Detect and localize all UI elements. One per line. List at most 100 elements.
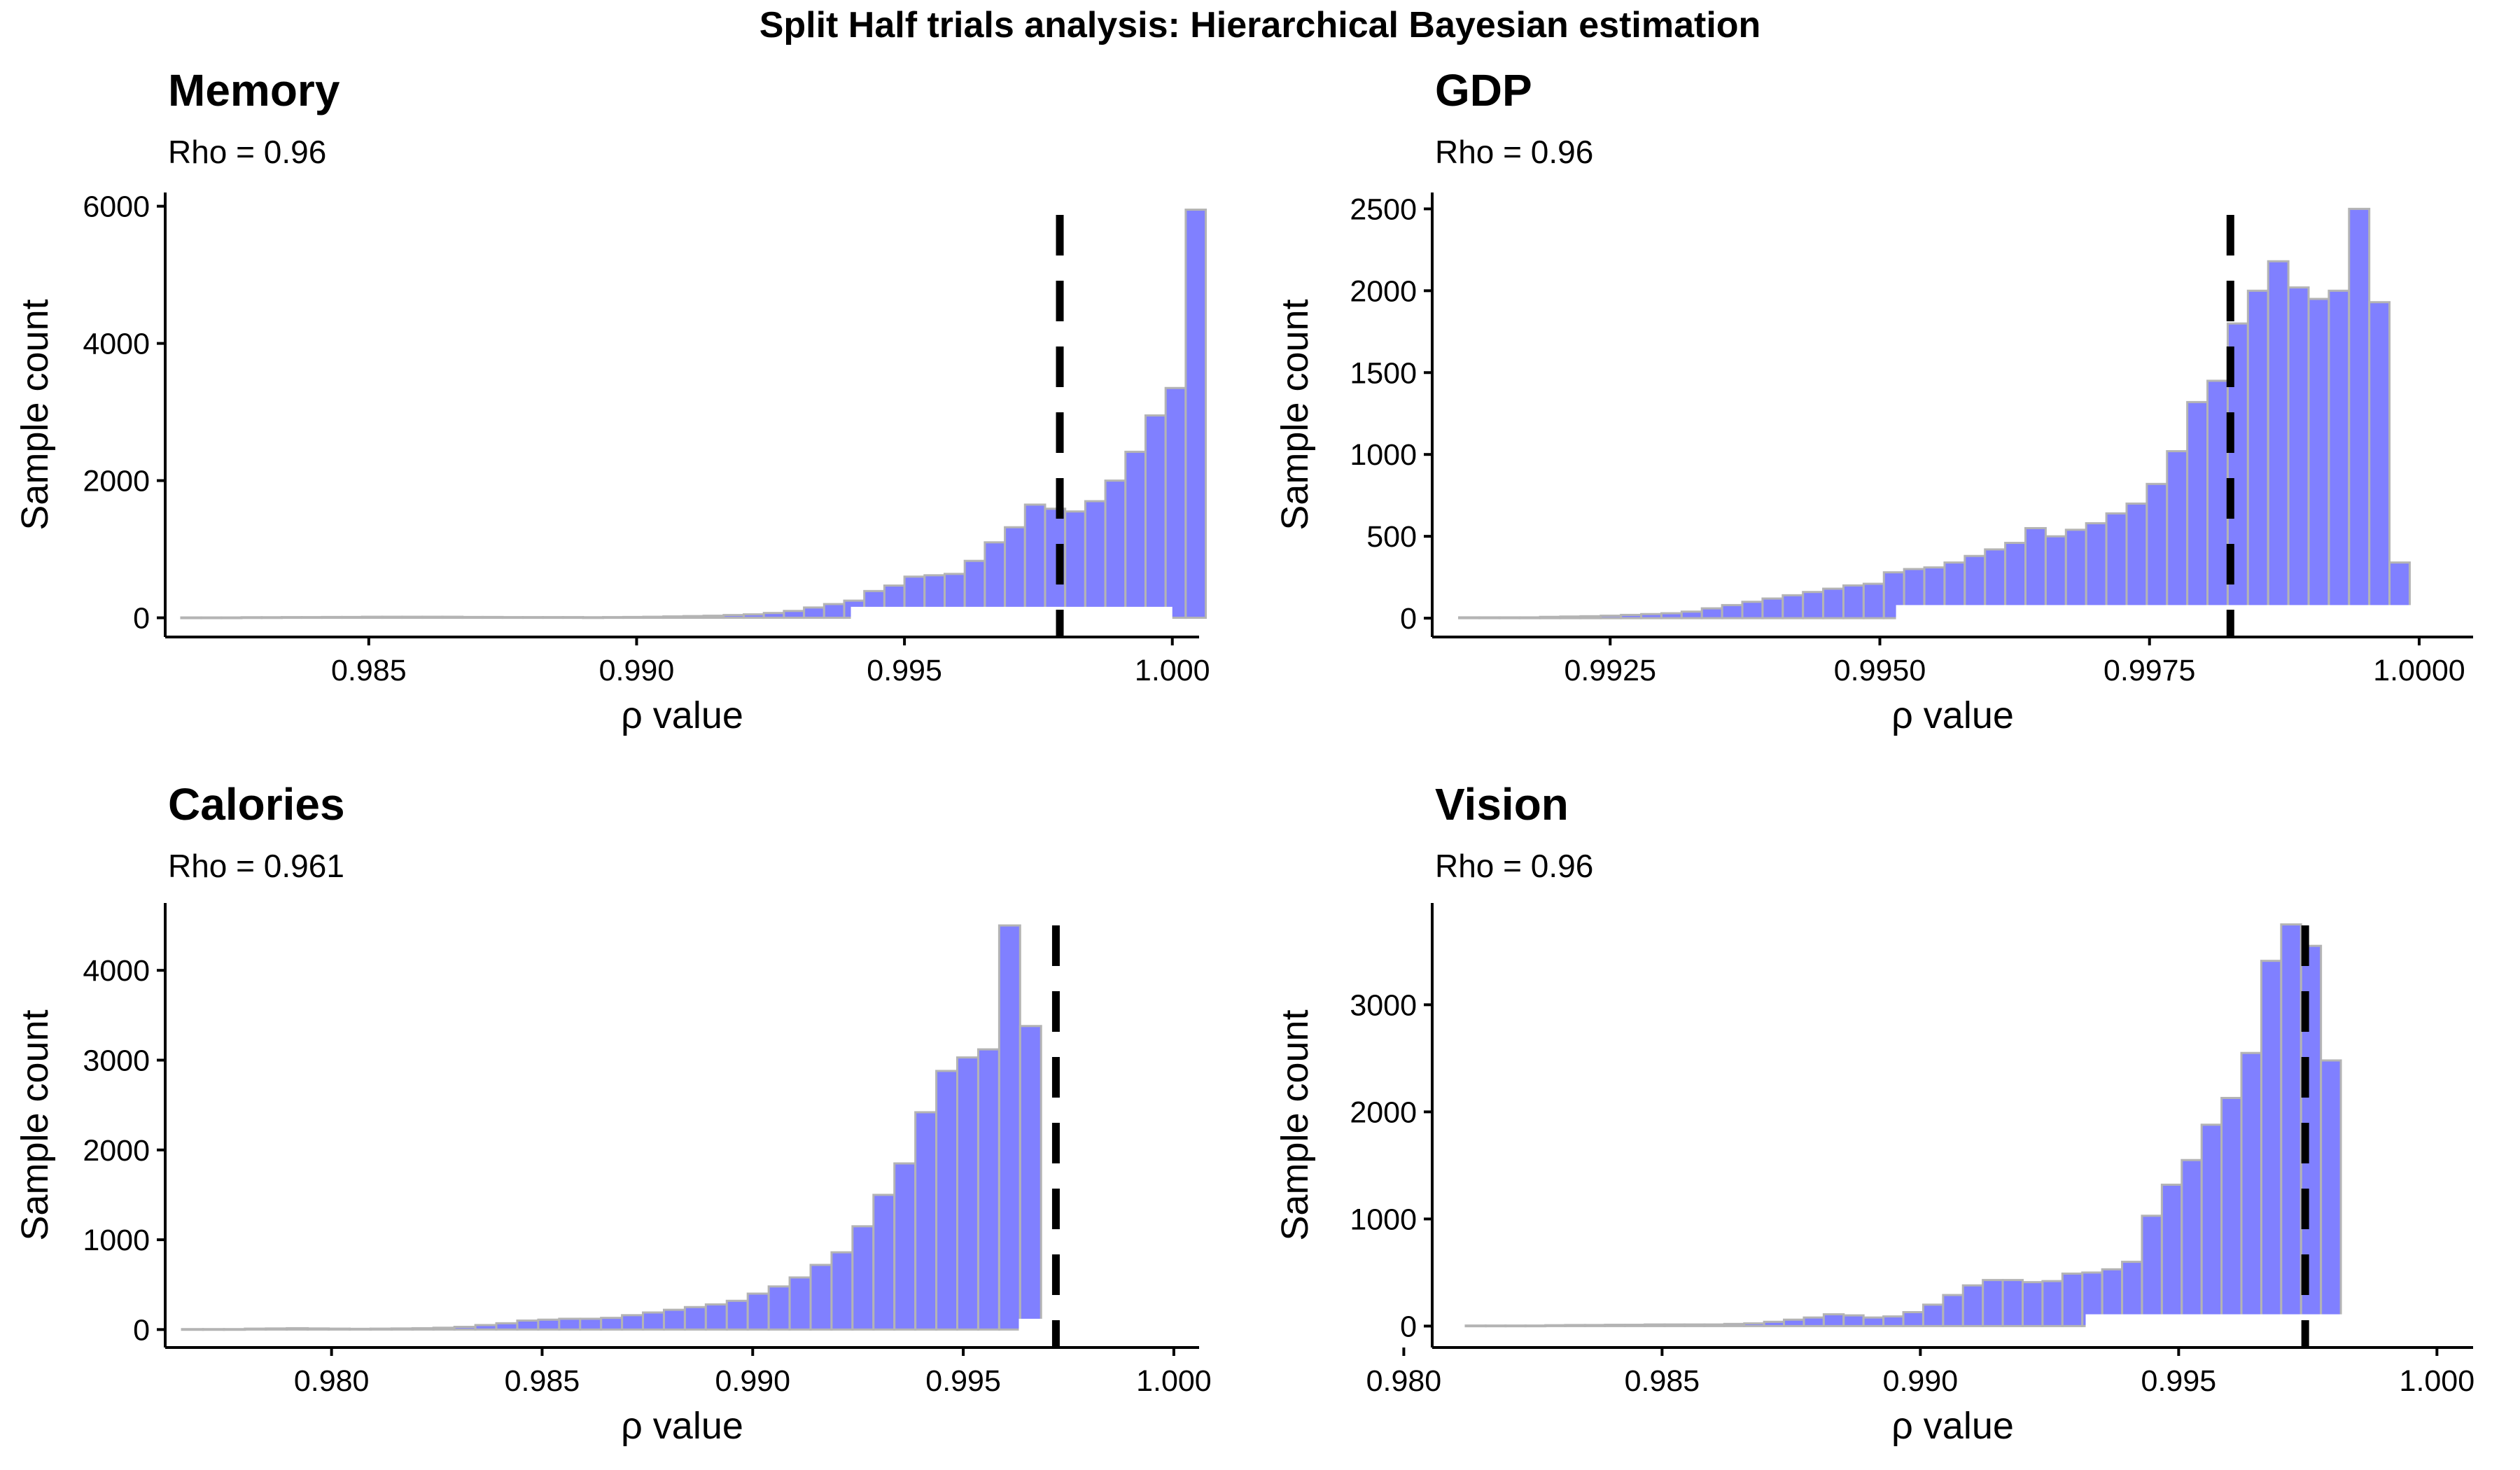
x-axis-label: ρ value xyxy=(621,694,743,736)
histogram-bar xyxy=(830,1251,854,1331)
histogram-bar xyxy=(2307,298,2330,620)
histogram-bar xyxy=(2267,260,2290,620)
histogram-bar xyxy=(725,1299,749,1331)
histogram-bar xyxy=(1961,1284,1984,1327)
histogram-bar xyxy=(1583,1324,1606,1327)
histogram-bar xyxy=(223,1328,246,1331)
x-tick-label: 0.985 xyxy=(331,654,407,687)
x-tick-label: 1.000 xyxy=(2400,1364,2475,1398)
figure-title: Split Half trials analysis: Hierarchical… xyxy=(759,5,1761,46)
bars xyxy=(180,208,1208,620)
x-tick-label: 0.995 xyxy=(867,654,942,687)
histogram-bar xyxy=(702,615,725,620)
histogram-bar xyxy=(642,1311,665,1331)
histogram-bar xyxy=(265,1327,288,1331)
y-tick-label: 2000 xyxy=(1350,1096,1417,1129)
histogram-bar xyxy=(976,1048,1000,1331)
histogram-bar xyxy=(1862,582,1885,620)
histogram-bar xyxy=(2061,1272,2084,1327)
histogram-bar xyxy=(1023,503,1046,620)
histogram-bar xyxy=(1982,1279,2004,1327)
x-tick-label: 1.000 xyxy=(1135,654,1210,687)
histogram-bar xyxy=(390,1327,414,1331)
histogram-bar xyxy=(1539,615,1562,620)
y-tick-label: 0 xyxy=(1400,1310,1417,1343)
y-axis-label: Sample count xyxy=(14,1009,56,1240)
histogram-bar xyxy=(1600,615,1623,620)
histogram-bar xyxy=(956,1056,979,1331)
y-axis-label: Sample count xyxy=(1274,1009,1316,1240)
histogram-bar xyxy=(220,616,243,620)
histogram-bar xyxy=(181,1328,204,1331)
histogram-bar xyxy=(2021,1281,2044,1327)
histogram-bar xyxy=(202,1328,225,1331)
x-tick-label: 0.995 xyxy=(925,1364,1001,1398)
x-tick-label: 0.995 xyxy=(2141,1364,2217,1398)
y-tick-label: 3000 xyxy=(83,1044,150,1077)
histogram-bar xyxy=(1723,1322,1746,1327)
histogram-bar xyxy=(743,613,765,620)
histogram-bar xyxy=(1763,1320,1786,1327)
histogram-bar xyxy=(2280,923,2302,1327)
histogram-bar xyxy=(822,603,846,620)
histogram-bar xyxy=(1124,450,1147,620)
histogram-bar xyxy=(803,606,825,620)
histogram-bar xyxy=(809,1264,833,1331)
x-axis-label: ρ value xyxy=(621,1405,743,1447)
histogram-bar xyxy=(307,1327,330,1331)
histogram-bar xyxy=(1902,1311,1924,1327)
x-tick-label: 0.9950 xyxy=(1834,654,1926,687)
x-tick-label: 0.9925 xyxy=(1564,654,1656,687)
y-tick-label: 6000 xyxy=(83,190,150,224)
y-tick-label: 4000 xyxy=(83,328,150,361)
histogram-bar xyxy=(1018,1025,1042,1331)
histogram-bar xyxy=(1498,616,1521,620)
histogram-bar xyxy=(542,616,564,620)
histogram-bar xyxy=(2166,450,2189,620)
panel-title: GDP xyxy=(1435,65,1532,115)
histogram-bar xyxy=(1184,208,1208,620)
histogram-bar xyxy=(1882,1315,1905,1327)
bar-base-gap xyxy=(1018,1318,1174,1331)
histogram-chart: 0.9925 0.9950 0.9975 1.0000 0 500 1000 1500 2000… xyxy=(1274,191,2473,736)
histogram-bar xyxy=(516,1320,540,1331)
histogram-bar xyxy=(767,1285,791,1331)
x-tick-label: 0.985 xyxy=(1625,1364,1700,1398)
y-tick-label: 2000 xyxy=(83,1134,150,1168)
histogram-bar xyxy=(704,1303,728,1331)
y-tick-label: 1500 xyxy=(1350,356,1417,390)
histogram-bar xyxy=(1144,414,1167,620)
bars xyxy=(1458,207,2411,620)
histogram-bar xyxy=(1743,1322,1765,1327)
y-tick-label: 1000 xyxy=(1350,438,1417,472)
bar-base-gap xyxy=(1896,605,2414,620)
histogram-bar xyxy=(1683,1323,1706,1327)
histogram-bar xyxy=(2206,379,2229,620)
histogram-chart: 0.980 0.985 0.990 0.995 1.000 0 1000 2000 3000 ρ … xyxy=(1274,902,2475,1447)
histogram-bar xyxy=(2146,482,2169,620)
histogram-bar xyxy=(558,1317,582,1331)
histogram-bar xyxy=(474,1324,498,1331)
histogram-bar xyxy=(2001,1279,2024,1327)
y-tick-label: 2500 xyxy=(1350,192,1417,226)
histogram-bar xyxy=(579,1317,603,1331)
panel-title: Calories xyxy=(168,779,345,830)
y-tick-label: 2000 xyxy=(83,465,150,498)
histogram-bar xyxy=(1084,500,1107,620)
histogram-bar xyxy=(683,1306,707,1331)
histogram-chart: 0.980 0.985 0.990 0.995 1.000 0 1000 2000 3000 40… xyxy=(14,902,1212,1447)
y-tick-label: 1000 xyxy=(1350,1203,1417,1236)
histogram-bar xyxy=(240,616,263,620)
histogram-bar xyxy=(2220,1096,2243,1327)
x-tick-label: 0.9975 xyxy=(2104,654,2196,687)
histogram-bar xyxy=(1564,1324,1586,1327)
histogram-bar xyxy=(1703,1323,1726,1327)
histogram-bar xyxy=(621,1314,645,1331)
bar-base-gap xyxy=(850,606,1172,620)
histogram-bar xyxy=(783,610,806,620)
histogram-bar xyxy=(1783,1318,1805,1327)
panel-subtitle: Rho = 0.96 xyxy=(1435,134,1594,170)
histogram-bar xyxy=(2328,289,2351,620)
histogram-bar xyxy=(722,614,746,620)
x-axis-label: ρ value xyxy=(1891,694,2014,736)
